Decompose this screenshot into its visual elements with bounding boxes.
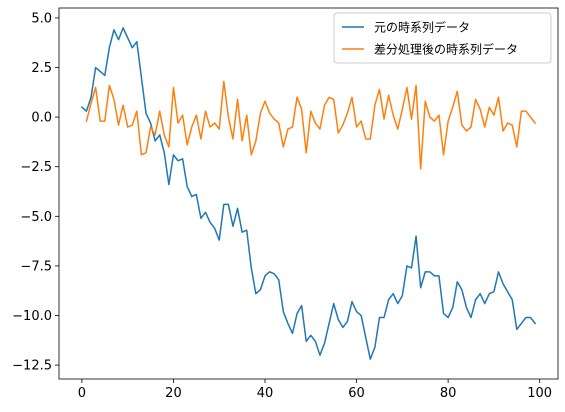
y-tick-label: −2.5 [20,160,52,175]
plot-area [80,27,537,360]
y-tick-label: −7.5 [20,259,52,274]
x-tick-label: 60 [348,386,365,401]
y-tick-label: −5.0 [20,210,52,225]
legend-label-1: 差分処理後の時系列データ [374,42,518,57]
y-tick-label: −12.5 [12,359,52,374]
x-tick-label: 40 [257,386,274,401]
series-line-1 [85,80,537,170]
x-tick-label: 20 [165,386,182,401]
y-tick-label: 5.0 [31,11,52,26]
legend-label-0: 元の時系列データ [374,20,470,35]
y-tick-label: 2.5 [31,61,52,76]
x-tick-label: 80 [440,386,457,401]
legend-box [333,12,552,64]
axes: 0 20 40 60 80 100 5.0 2.5 0.0 −2.5 −5.0 −7.5 −10.0 −1… [12,7,559,401]
axes-frame [58,7,559,380]
x-tick-label: 100 [527,386,552,401]
series-line-0 [80,27,537,360]
y-tick-label: 0.0 [31,111,52,126]
y-tick-label: −10.0 [12,309,52,324]
x-tick-label: 0 [78,386,86,401]
